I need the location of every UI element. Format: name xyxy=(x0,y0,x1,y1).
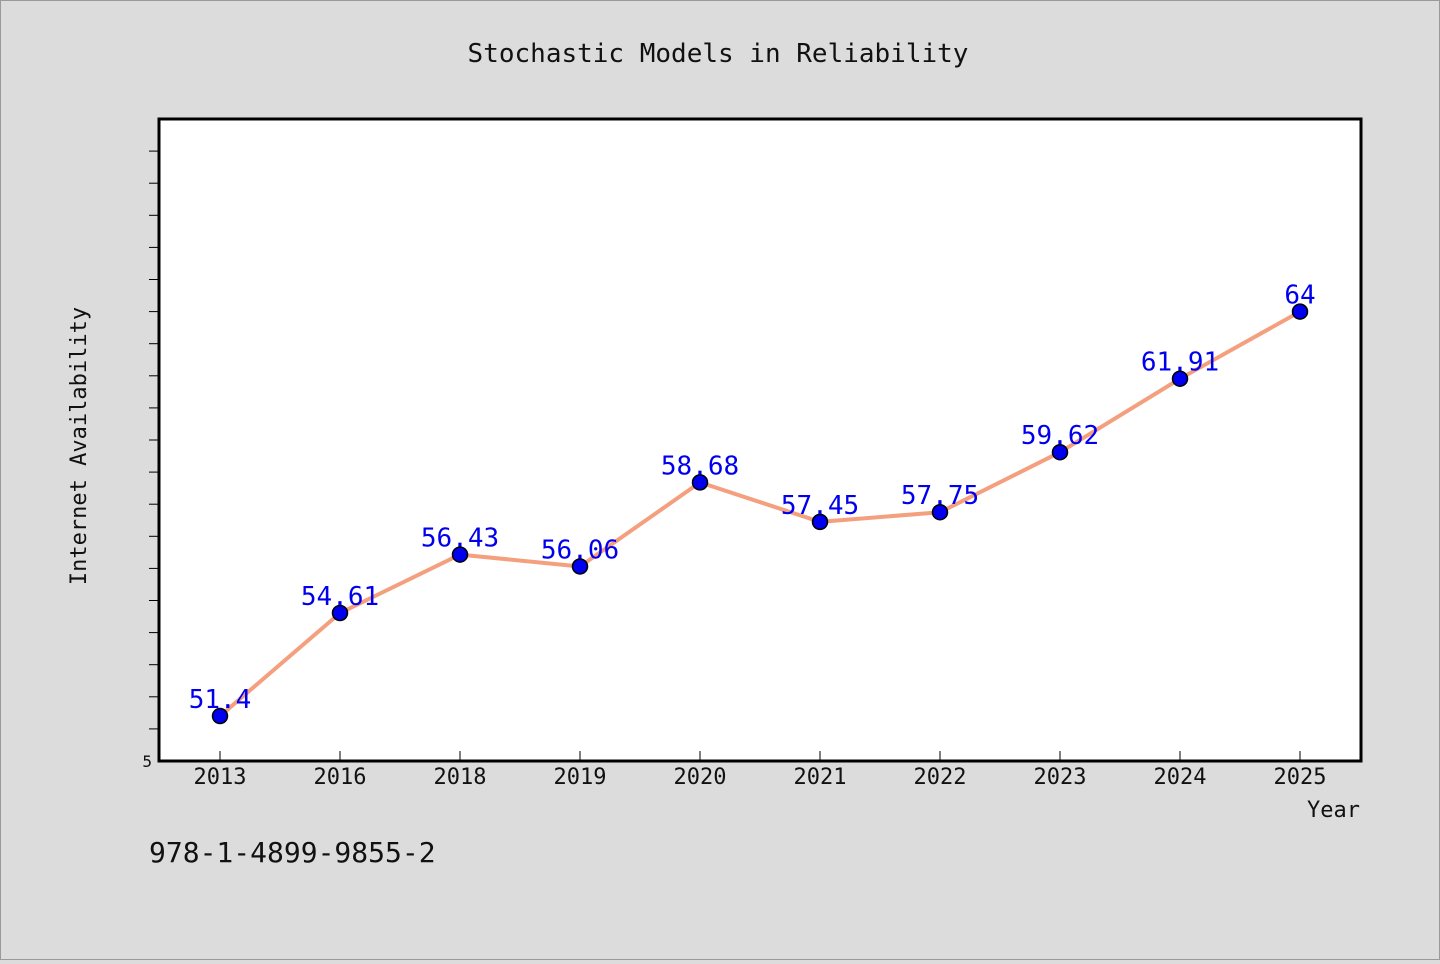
data-point-marker xyxy=(1171,370,1189,387)
data-label: 57.45 xyxy=(781,491,859,521)
footer-isbn: 978-1-4899-9855-2 xyxy=(149,836,436,869)
data-point-marker xyxy=(931,503,949,521)
y-axis-tick-labels: 5 xyxy=(142,752,152,771)
plot-area xyxy=(157,117,1363,763)
x-tick-label: 2021 xyxy=(794,765,847,790)
data-label: 57.75 xyxy=(901,481,979,511)
x-tick-label: 2013 xyxy=(194,765,247,790)
data-point-marker xyxy=(211,707,229,725)
data-point-marker xyxy=(331,604,349,622)
data-label: 51.4 xyxy=(189,685,252,715)
chart-title: Stochastic Models in Reliability xyxy=(468,39,969,69)
data-label: 59.62 xyxy=(1021,421,1099,451)
data-label: 56.43 xyxy=(421,524,499,554)
x-tick-label: 2018 xyxy=(434,765,487,790)
data-point-marker xyxy=(451,546,469,563)
y-axis-label: Internet Availability xyxy=(67,307,92,585)
data-label: 56.06 xyxy=(541,535,619,565)
data-label: 54.61 xyxy=(301,582,379,612)
x-axis-tick-labels: 2013 2016 2018 2019 2020 2021 2022 2023 2024 2025 xyxy=(194,765,1327,790)
data-point-marker xyxy=(571,558,589,575)
x-tick-label: 2025 xyxy=(1274,765,1327,790)
x-tick-label: 2020 xyxy=(674,765,727,790)
data-label: 58.68 xyxy=(661,451,739,481)
data-point-marker xyxy=(691,474,709,491)
x-tick-label: 2016 xyxy=(314,765,367,790)
x-axis-ticks xyxy=(219,751,1301,761)
x-tick-label: 2023 xyxy=(1034,765,1087,790)
data-labels: 51.4 54.61 56.43 56.06 58.68 57.45 57.75 59.62 6… xyxy=(189,281,1316,715)
data-label: 64 xyxy=(1284,281,1315,311)
data-point-marker xyxy=(811,513,829,531)
x-tick-label: 2024 xyxy=(1154,765,1207,790)
series-markers xyxy=(211,303,1309,725)
data-point-marker xyxy=(1051,443,1069,461)
data-label: 61.91 xyxy=(1141,348,1219,378)
y-tick-label: 5 xyxy=(142,752,152,771)
y-axis-ticks xyxy=(149,150,159,730)
data-point-marker xyxy=(1291,303,1309,320)
x-axis-label: Year xyxy=(1307,798,1360,823)
series-line xyxy=(218,309,1302,719)
x-tick-label: 2019 xyxy=(554,765,607,790)
x-tick-label: 2022 xyxy=(914,765,967,790)
